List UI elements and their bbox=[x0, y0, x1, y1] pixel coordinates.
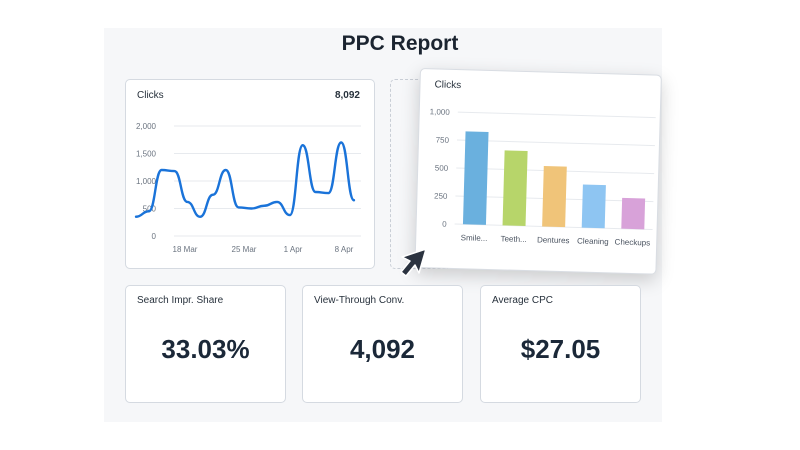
metric-label: View-Through Conv. bbox=[314, 295, 405, 306]
bar bbox=[462, 131, 489, 225]
metric-label: Average CPC bbox=[492, 295, 553, 306]
metric-value: 33.03% bbox=[161, 334, 250, 364]
x-tick-label: 18 Mar bbox=[173, 245, 198, 254]
metric-value: $27.05 bbox=[520, 334, 601, 364]
x-tick-label: Cleaning bbox=[577, 236, 609, 246]
x-tick-label: Teeth... bbox=[500, 234, 526, 244]
bar bbox=[621, 197, 646, 230]
metric-card-search-impr-share[interactable]: Search Impr. Share 33.03% bbox=[125, 285, 286, 403]
clicks-bar-card[interactable]: Clicks 0 250 500 750 1,000 Smile... Teeth... De… bbox=[414, 68, 662, 275]
line-card-total: 8,092 bbox=[334, 90, 360, 101]
x-tick-label: Checkups bbox=[615, 238, 651, 248]
bar bbox=[542, 166, 567, 228]
series-line bbox=[134, 141, 356, 218]
y-tick-label: 2,000 bbox=[136, 122, 157, 131]
clicks-bar-chart: 0 250 500 750 1,000 Smile... Teeth... Dentures C… bbox=[430, 107, 656, 248]
clicks-line-chart: 0 500 1,000 1,500 2,000 18 Mar 25 Mar 1 Apr 8 Ap… bbox=[134, 122, 361, 254]
y-tick-label: 500 bbox=[435, 163, 449, 172]
y-tick-label: 1,000 bbox=[136, 177, 157, 186]
metric-label: Search Impr. Share bbox=[137, 295, 224, 306]
bar bbox=[581, 184, 606, 229]
y-tick-label: 250 bbox=[434, 191, 448, 200]
y-tick-label: 500 bbox=[143, 205, 157, 214]
y-tick-label: 0 bbox=[442, 220, 447, 229]
cursor-arrow-icon bbox=[400, 248, 427, 277]
y-tick-label: 1,500 bbox=[136, 150, 157, 159]
page-title: PPC Report bbox=[341, 32, 459, 55]
bar bbox=[502, 150, 528, 227]
x-tick-label: Dentures bbox=[537, 235, 570, 245]
clicks-line-card[interactable]: Clicks 8,092 0 500 1,000 1,500 2,000 18 Mar 25… bbox=[125, 79, 375, 269]
x-tick-label: 25 Mar bbox=[232, 245, 257, 254]
metric-card-view-through-conv[interactable]: View-Through Conv. 4,092 bbox=[302, 285, 463, 403]
metric-card-average-cpc[interactable]: Average CPC $27.05 bbox=[480, 285, 641, 403]
y-tick-label: 0 bbox=[152, 232, 157, 241]
x-tick-label: 8 Apr bbox=[335, 245, 354, 254]
x-tick-label: 1 Apr bbox=[284, 245, 303, 254]
gridline bbox=[457, 111, 656, 119]
y-tick-label: 750 bbox=[436, 135, 450, 144]
gridline bbox=[456, 139, 655, 147]
x-tick-label: Smile... bbox=[461, 233, 488, 243]
y-tick-label: 1,000 bbox=[430, 107, 451, 117]
line-card-title: Clicks bbox=[137, 90, 164, 101]
metric-value: 4,092 bbox=[349, 334, 416, 364]
